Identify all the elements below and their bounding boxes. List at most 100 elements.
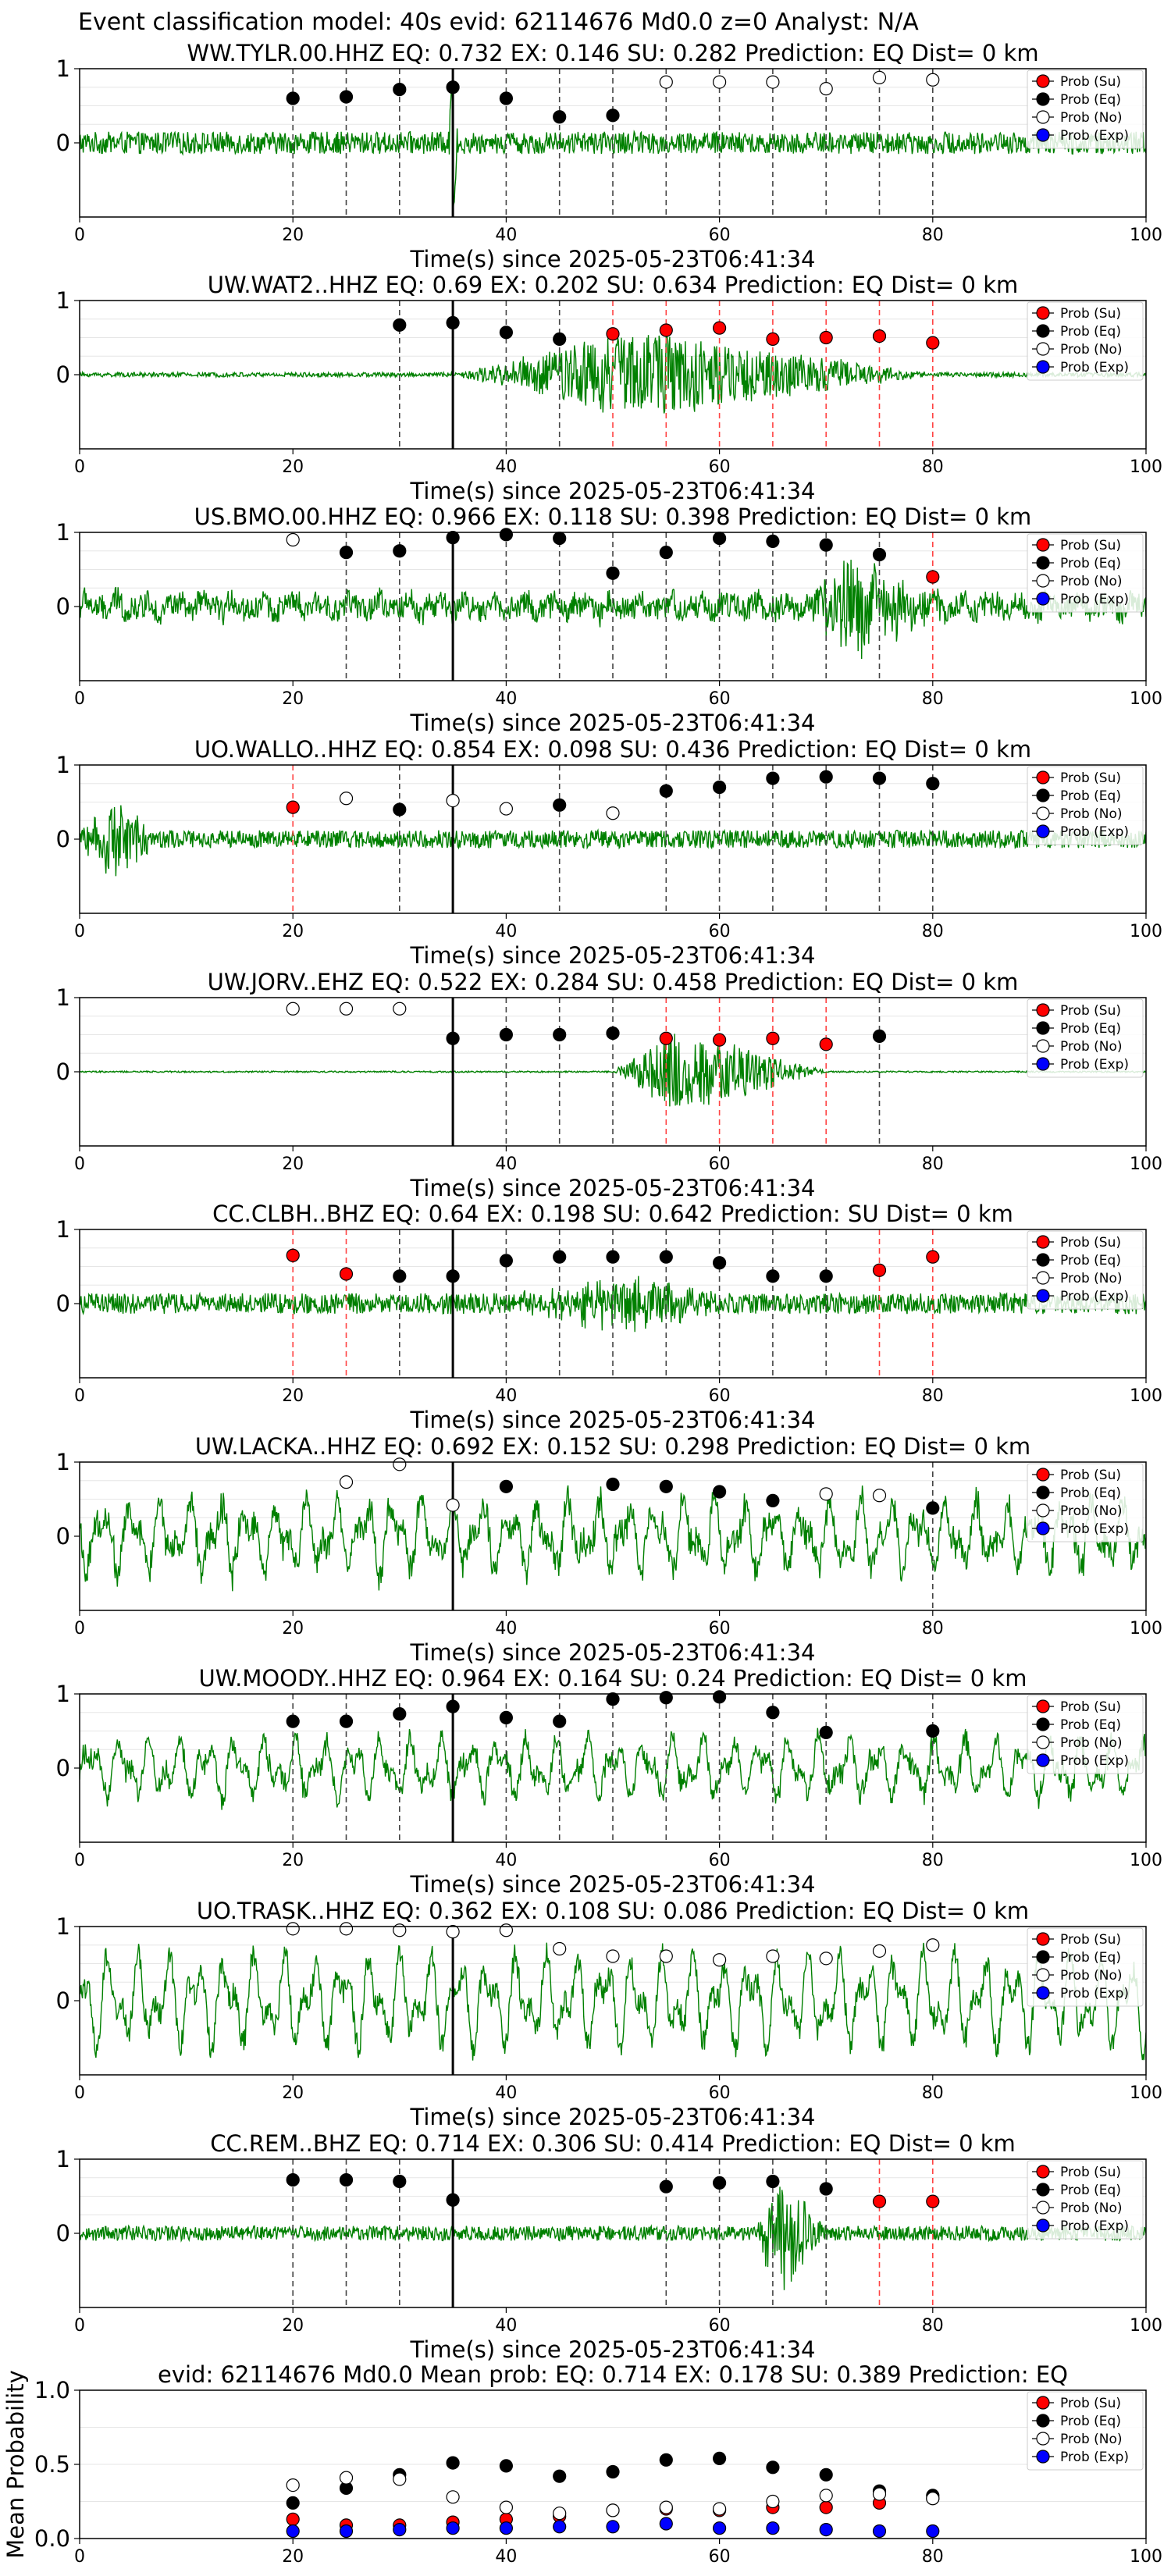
x-tick-label: 0	[74, 2316, 85, 2336]
x-tick-label: 20	[282, 226, 304, 245]
y-tick-label: 0	[56, 361, 70, 388]
legend-marker-no	[1036, 1503, 1050, 1517]
prob-point-no	[339, 1922, 354, 1936]
legend-label-eq: Prob (Eq)	[1060, 1253, 1121, 1268]
legend-box	[1027, 533, 1144, 613]
panel-11: evid: 62114676 Md0.0 Mean prob: EQ: 0.71…	[2, 2361, 1162, 2567]
y-tick-label: 0.0	[34, 2525, 70, 2552]
prob-point-eq	[393, 1269, 407, 1283]
prob-point-eq	[766, 1269, 780, 1283]
prob-point-no	[286, 1002, 300, 1016]
mean-point-su	[819, 2500, 833, 2514]
panel-title: UO.TRASK..HHZ EQ: 0.362 EX: 0.108 SU: 0.…	[197, 1898, 1029, 1924]
prob-point-su	[712, 321, 727, 335]
prob-point-no	[819, 1952, 833, 1966]
x-tick-label: 40	[495, 1619, 517, 1638]
prob-point-eq	[659, 2179, 673, 2194]
prob-point-eq	[393, 544, 407, 558]
prob-point-no	[659, 75, 673, 89]
panel-title: CC.REM..BHZ EQ: 0.714 EX: 0.306 SU: 0.41…	[210, 2130, 1016, 2157]
mean-point-eq	[712, 2451, 727, 2465]
prob-point-no	[659, 1949, 673, 1963]
prob-point-eq	[393, 82, 407, 97]
prob-point-no	[499, 1923, 514, 1937]
x-tick-label: 100	[1130, 457, 1162, 477]
prob-point-su	[872, 329, 887, 343]
prob-point-eq	[659, 546, 673, 560]
prob-point-no	[606, 1949, 620, 1963]
prob-point-eq	[659, 784, 673, 798]
prob-point-no	[712, 1953, 727, 1967]
mean-point-exp	[712, 2521, 727, 2535]
legend-label-su: Prob (Su)	[1060, 2165, 1121, 2180]
prob-point-su	[872, 2194, 887, 2208]
x-tick-label: 100	[1130, 1155, 1162, 1174]
panel-5: UW.JORV..EHZ EQ: 0.522 EX: 0.284 SU: 0.4…	[56, 969, 1162, 1201]
prob-point-no	[872, 1944, 887, 1958]
prob-point-eq	[659, 1479, 673, 1493]
panel-9: UO.TRASK..HHZ EQ: 0.362 EX: 0.108 SU: 0.…	[56, 1898, 1162, 2130]
legend-label-exp: Prob (Exp)	[1060, 592, 1129, 607]
y-tick-label: 0	[56, 826, 70, 852]
prob-point-su	[926, 570, 940, 584]
prob-point-eq	[553, 531, 567, 546]
prob-point-eq	[606, 566, 620, 580]
y-tick-label: 0	[56, 1987, 70, 2014]
mean-point-no	[872, 2487, 887, 2501]
panels-group: WW.TYLR.00.HHZ EQ: 0.732 EX: 0.146 SU: 0…	[2, 40, 1162, 2567]
prob-point-eq	[872, 547, 887, 562]
legend-marker-exp	[1036, 824, 1050, 838]
prob-point-no	[286, 1922, 300, 1936]
prob-point-eq	[819, 2182, 833, 2196]
x-tick-label: 40	[495, 2316, 517, 2336]
prob-point-no	[766, 75, 780, 89]
legend-marker-su	[1036, 2165, 1050, 2179]
x-tick-label: 40	[495, 226, 517, 245]
x-tick-label: 60	[709, 1619, 731, 1638]
mean-point-exp	[339, 2524, 354, 2539]
mean-point-eq	[286, 2496, 300, 2510]
legend-marker-eq	[1036, 1717, 1050, 1731]
legend-marker-su	[1036, 1468, 1050, 1482]
prob-point-eq	[819, 770, 833, 784]
mean-point-eq	[553, 2469, 567, 2483]
prob-point-no	[339, 792, 354, 806]
legend-marker-exp	[1036, 1986, 1050, 2000]
prob-point-su	[819, 1037, 833, 1051]
x-tick-label: 60	[709, 2316, 731, 2336]
legend-marker-su	[1036, 306, 1050, 320]
x-tick-label: 80	[922, 1155, 944, 1174]
prob-point-eq	[446, 1031, 460, 1045]
mean-point-no	[766, 2494, 780, 2509]
x-tick-label: 60	[709, 1155, 731, 1174]
prob-point-eq	[286, 1714, 300, 1728]
legend-label-no: Prob (No)	[1060, 1968, 1123, 1984]
x-tick-label: 60	[709, 226, 731, 245]
prob-point-no	[393, 1002, 407, 1016]
legend-box	[1027, 998, 1144, 1078]
waveform-trace	[80, 1033, 1146, 1107]
x-tick-label: 0	[74, 922, 85, 941]
x-tick-label: 0	[74, 457, 85, 477]
x-tick-label: 80	[922, 2316, 944, 2336]
prob-point-eq	[393, 318, 407, 332]
prob-point-no	[872, 70, 887, 85]
y-tick-label: 0	[56, 593, 70, 620]
prob-point-eq	[712, 1256, 727, 1270]
legend-box	[1027, 1695, 1144, 1774]
prob-point-eq	[499, 1027, 514, 1042]
prob-point-eq	[286, 2173, 300, 2187]
x-tick-label: 0	[74, 2083, 85, 2103]
prob-point-eq	[446, 1269, 460, 1283]
x-axis-label: Time(s) since 2025-05-23T06:41:34	[410, 942, 816, 969]
legend-box	[1027, 1463, 1144, 1542]
panel-6: CC.CLBH..BHZ EQ: 0.64 EX: 0.198 SU: 0.64…	[56, 1201, 1162, 1433]
legend-marker-exp	[1036, 1753, 1050, 1767]
x-tick-label: 40	[495, 922, 517, 941]
panel-7: UW.LACKA..HHZ EQ: 0.692 EX: 0.152 SU: 0.…	[56, 1433, 1162, 1666]
x-tick-label: 0	[74, 226, 85, 245]
prob-point-eq	[499, 91, 514, 105]
legend-box	[1027, 69, 1144, 149]
prob-point-su	[659, 323, 673, 337]
